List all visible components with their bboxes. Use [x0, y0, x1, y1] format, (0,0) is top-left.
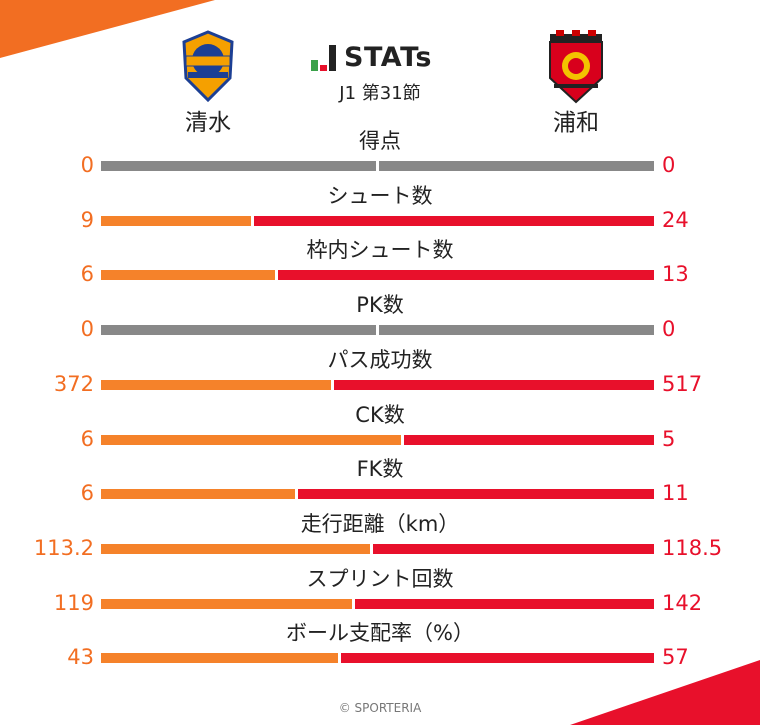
- corner-decoration-bottom-right: [570, 660, 760, 725]
- home-value: 0: [80, 317, 94, 342]
- bar-chart-logo-icon: [311, 45, 336, 71]
- stat-row: 枠内シュート数 6 13: [0, 232, 760, 287]
- home-team-name: 清水: [185, 110, 231, 136]
- stat-label: シュート数: [327, 183, 433, 208]
- stat-row: 走行距離（km） 113.2 118.5: [0, 506, 760, 561]
- away-value: 13: [662, 262, 689, 287]
- stat-label: PK数: [356, 293, 404, 318]
- home-bar-segment: [101, 598, 352, 609]
- corner-decoration-top-left: [0, 0, 215, 58]
- home-value: 119: [53, 590, 94, 615]
- away-team-name: 浦和: [553, 110, 599, 136]
- away-bar-segment: [341, 653, 654, 664]
- away-bar-segment: [379, 325, 654, 336]
- comparison-bar: [101, 489, 654, 500]
- comparison-bar: [101, 325, 654, 336]
- away-value: 57: [662, 645, 689, 670]
- comparison-bar: [101, 215, 654, 226]
- away-bar-segment: [254, 215, 654, 226]
- home-value: 0: [80, 153, 94, 177]
- away-bar-segment: [334, 379, 654, 390]
- copyright-footer: © SPORTERIA: [338, 701, 422, 715]
- stat-label: 得点: [359, 129, 401, 153]
- stat-row: PK数 0 0: [0, 287, 760, 342]
- stat-row: CK数 6 5: [0, 397, 760, 452]
- stat-label: 枠内シュート数: [306, 238, 454, 263]
- home-team-crest-icon: [182, 30, 234, 102]
- away-value: 24: [662, 207, 689, 232]
- home-value: 43: [67, 645, 94, 670]
- home-bar-segment: [101, 434, 401, 445]
- match-round: J1 第31節: [339, 83, 421, 104]
- stat-label: CK数: [355, 402, 405, 427]
- away-value: 0: [662, 153, 676, 177]
- home-bar-segment: [101, 653, 338, 664]
- comparison-bar: [101, 270, 654, 281]
- stat-row: FK数 6 11: [0, 451, 760, 506]
- away-value: 0: [662, 317, 676, 342]
- home-value: 6: [80, 481, 94, 506]
- away-value: 5: [662, 426, 676, 451]
- stats-logo: STATs: [310, 41, 432, 73]
- header: 清水 浦和 STATs J1 第31節: [0, 0, 760, 136]
- away-value: 118.5: [662, 535, 723, 560]
- stat-label: FK数: [356, 457, 404, 482]
- away-team-crest-icon: [549, 30, 603, 104]
- stat-row: 得点 0 0: [0, 123, 760, 178]
- home-bar-segment: [101, 215, 251, 226]
- home-value: 6: [80, 262, 94, 287]
- home-bar-segment: [101, 379, 331, 390]
- comparison-bar: [101, 379, 654, 390]
- home-value: 372: [53, 371, 94, 396]
- away-bar-segment: [404, 434, 654, 445]
- comparison-bar: [101, 161, 654, 171]
- home-value: 113.2: [33, 535, 94, 560]
- away-bar-segment: [278, 270, 654, 281]
- comparison-bar: [101, 434, 654, 445]
- stat-label: パス成功数: [327, 347, 433, 372]
- home-bar-segment: [101, 161, 376, 171]
- stat-row: パス成功数 372 517: [0, 342, 760, 397]
- comparison-bar: [101, 543, 654, 554]
- stat-label: 走行距離（km）: [300, 511, 460, 536]
- home-value: 6: [80, 426, 94, 451]
- home-value: 9: [80, 207, 94, 232]
- away-value: 517: [662, 371, 703, 396]
- comparison-bar: [101, 598, 654, 609]
- stat-label: ボール支配率（%）: [286, 621, 474, 646]
- logo-text: STATs: [344, 41, 432, 73]
- home-bar-segment: [101, 489, 295, 500]
- stat-row: スプリント回数 119 142: [0, 561, 760, 616]
- home-bar-segment: [101, 270, 275, 281]
- away-bar-segment: [373, 543, 654, 554]
- away-value: 11: [662, 481, 689, 506]
- away-value: 142: [662, 590, 703, 615]
- stat-row: ボール支配率（%） 43 57: [0, 615, 760, 670]
- away-bar-segment: [379, 161, 654, 171]
- home-bar-segment: [101, 543, 370, 554]
- home-bar-segment: [101, 325, 376, 336]
- stat-row: シュート数 9 24: [0, 178, 760, 233]
- stat-label: スプリント回数: [306, 566, 454, 591]
- comparison-bar: [101, 653, 654, 664]
- away-bar-segment: [298, 489, 654, 500]
- away-bar-segment: [355, 598, 654, 609]
